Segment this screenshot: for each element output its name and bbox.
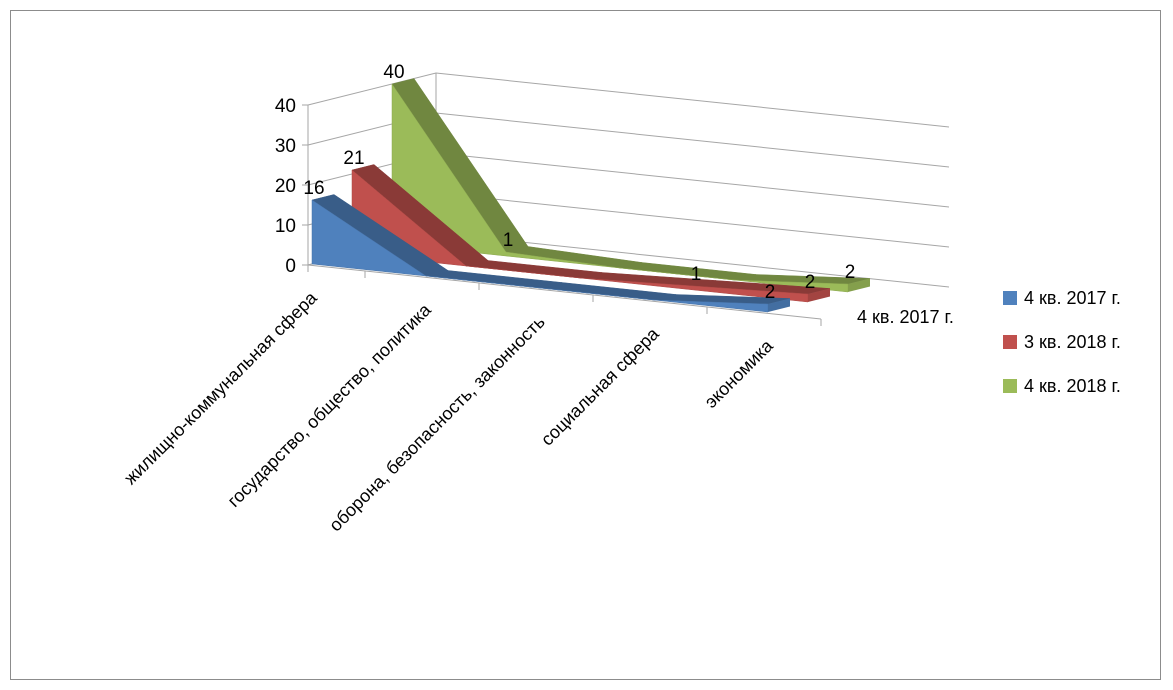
data-label: 16 bbox=[303, 178, 324, 199]
legend-swatch bbox=[1003, 379, 1017, 393]
series-2 bbox=[351, 164, 831, 303]
series-end-cap bbox=[848, 278, 870, 292]
legend: 4 кв. 2017 г. 3 кв. 2018 г. 4 кв. 2018 г. bbox=[1003, 288, 1121, 396]
depth-axis-label: 4 кв. 2017 г. bbox=[857, 307, 954, 327]
data-label: 2 bbox=[805, 272, 816, 293]
legend-label: 4 кв. 2018 г. bbox=[1024, 376, 1121, 396]
y-tick-label: 20 bbox=[275, 176, 296, 197]
data-label: 1 bbox=[503, 230, 514, 251]
data-label: 21 bbox=[343, 148, 364, 169]
x-axis bbox=[307, 264, 822, 326]
series-layer bbox=[311, 78, 871, 313]
gridline bbox=[307, 72, 950, 128]
y-tick-label: 10 bbox=[275, 216, 296, 237]
y-tick-label: 30 bbox=[275, 136, 296, 157]
category-label: жилищно-коммунальная сфера bbox=[120, 287, 321, 488]
depth-axis-labels: 4 кв. 2017 г. bbox=[857, 307, 954, 327]
x-axis-line bbox=[307, 264, 822, 320]
data-label: 40 bbox=[383, 62, 404, 83]
data-labels: 16 2 21 1 2 40 1 2 bbox=[303, 62, 855, 303]
series-end-cap bbox=[808, 288, 830, 302]
category-label: экономика bbox=[701, 335, 778, 412]
series-end-cap bbox=[768, 298, 790, 312]
data-label: 2 bbox=[765, 282, 776, 303]
series-1 bbox=[311, 194, 791, 313]
y-tick-label: 40 bbox=[275, 96, 296, 117]
category-label: оборона, безопасность, законность bbox=[325, 312, 549, 536]
legend-label: 3 кв. 2018 г. bbox=[1024, 332, 1121, 352]
y-axis-ticks: 0 10 20 30 40 bbox=[275, 96, 308, 277]
legend-label: 4 кв. 2017 г. bbox=[1024, 288, 1121, 308]
data-label: 2 bbox=[845, 262, 856, 283]
legend-swatch bbox=[1003, 335, 1017, 349]
y-tick-label: 0 bbox=[285, 256, 296, 277]
category-label: социальная сфера bbox=[537, 323, 664, 450]
legend-swatch bbox=[1003, 291, 1017, 305]
data-label: 1 bbox=[691, 264, 702, 285]
series-3 bbox=[391, 78, 871, 293]
chart-frame bbox=[10, 10, 1161, 680]
category-label: государство, общество, политика bbox=[224, 299, 436, 511]
